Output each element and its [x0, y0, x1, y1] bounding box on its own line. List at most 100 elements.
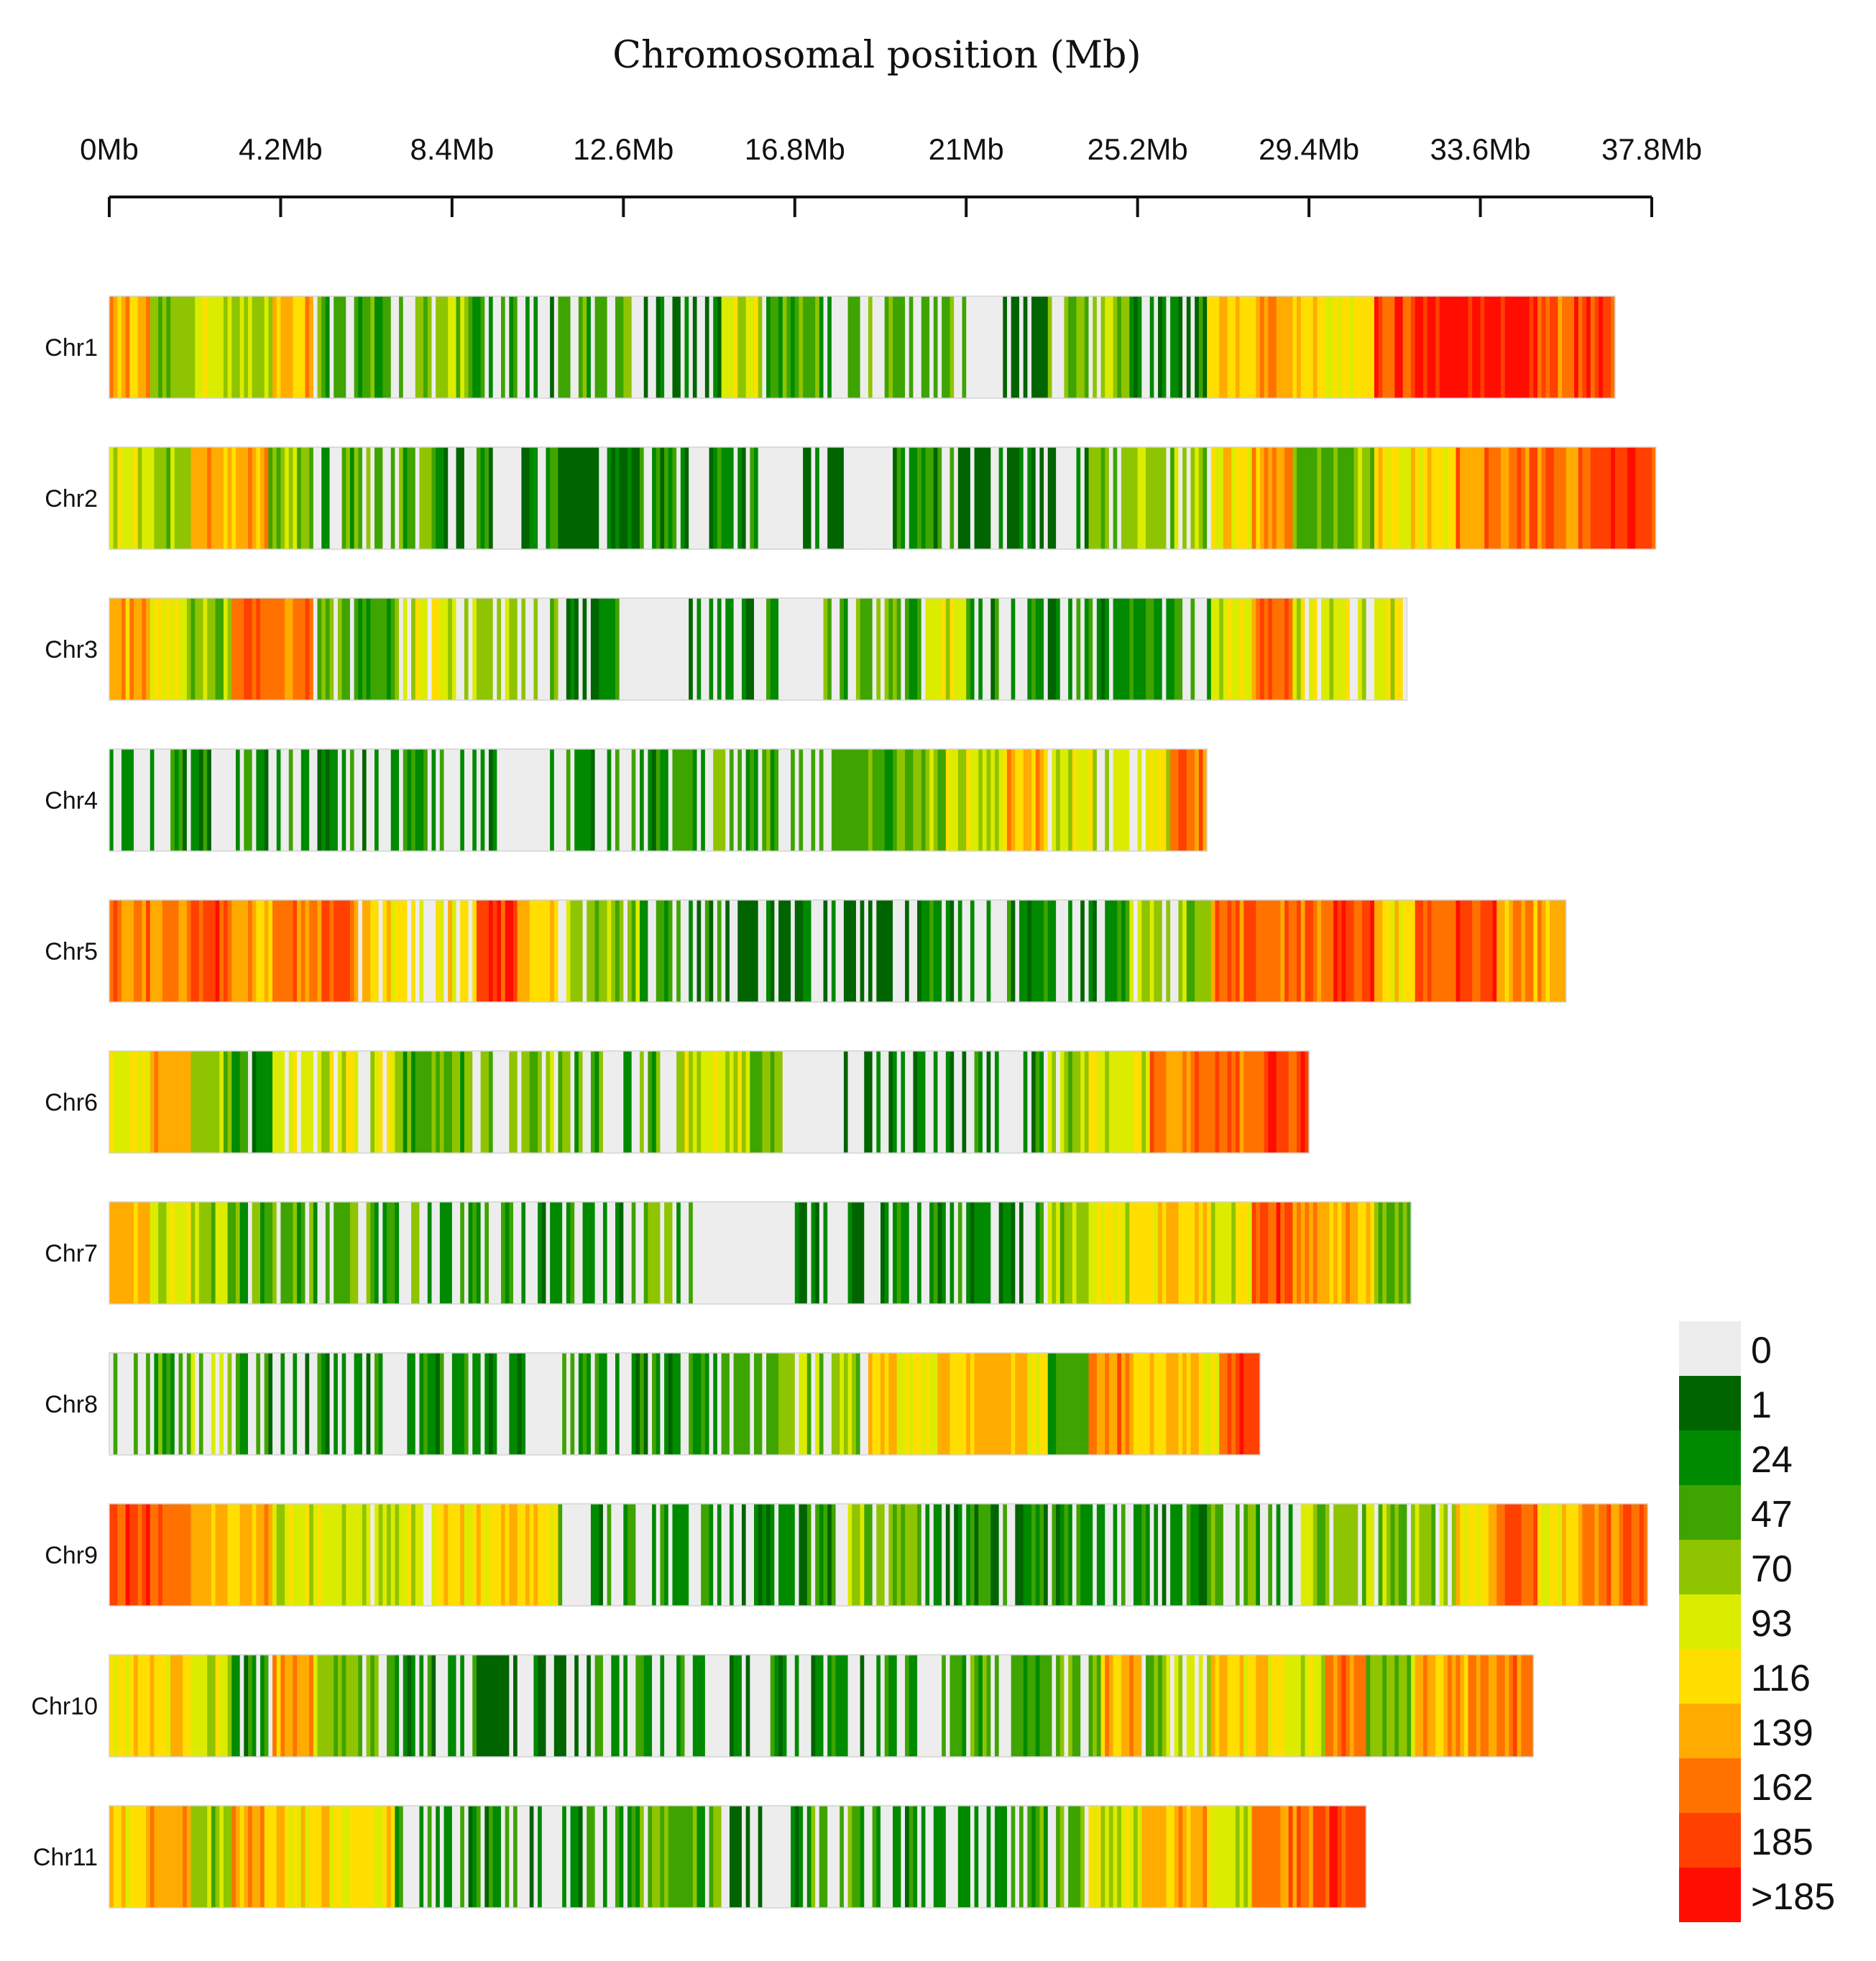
density-bin: [541, 1051, 547, 1153]
density-bin: [431, 1202, 436, 1304]
density-bin: [733, 447, 738, 549]
density-bin: [415, 900, 420, 1002]
density-bin: [1003, 749, 1008, 851]
density-bin: [1292, 1051, 1297, 1153]
density-bin: [415, 1353, 420, 1455]
density-bin: [766, 1202, 771, 1304]
density-bin: [137, 1655, 143, 1757]
density-bin: [1288, 1202, 1294, 1304]
density-bin: [709, 296, 714, 398]
density-bin: [1096, 1202, 1102, 1304]
density-bin: [154, 900, 159, 1002]
density-bin: [403, 447, 408, 549]
density-bin: [872, 1806, 877, 1908]
density-bin: [1039, 447, 1044, 549]
density-bin: [150, 749, 155, 851]
density-bin: [709, 900, 714, 1002]
density-bin: [349, 1655, 355, 1757]
density-bin: [880, 1504, 886, 1606]
density-bin: [978, 598, 983, 700]
density-bin: [770, 1655, 775, 1757]
density-bin: [689, 749, 694, 851]
density-bin: [1297, 296, 1302, 398]
density-bin: [696, 296, 702, 398]
density-bin: [1305, 1202, 1310, 1304]
density-bin: [998, 296, 1003, 398]
density-bin: [692, 1806, 698, 1908]
density-bin: [382, 1202, 387, 1304]
density-bin: [566, 1504, 571, 1606]
chromosome-outline: [109, 748, 1208, 852]
density-bin: [717, 1051, 722, 1153]
density-bin: [994, 598, 1000, 700]
density-bin: [525, 1504, 530, 1606]
density-bin: [1586, 1504, 1591, 1606]
density-bin: [358, 1655, 363, 1757]
density-bin: [1039, 1655, 1044, 1757]
density-bin: [411, 598, 416, 700]
density-bin: [439, 598, 445, 700]
density-bin: [648, 749, 653, 851]
density-bin: [134, 1353, 139, 1455]
density-bin: [917, 1806, 922, 1908]
density-bin: [427, 598, 433, 700]
density-bin: [1488, 1655, 1494, 1757]
density-bin: [619, 1202, 624, 1304]
density-bin: [390, 1806, 396, 1908]
density-bin: [488, 1051, 494, 1153]
density-bin: [664, 296, 669, 398]
density-bin: [387, 598, 392, 700]
density-bin: [619, 1504, 624, 1606]
density-bin: [696, 1353, 702, 1455]
density-bin: [774, 1353, 779, 1455]
density-bin: [505, 1504, 510, 1606]
density-bin: [276, 900, 282, 1002]
density-bin: [721, 1353, 726, 1455]
density-bin: [754, 1353, 759, 1455]
density-bin: [1321, 1202, 1326, 1304]
density-bin: [672, 900, 677, 1002]
density-bin: [370, 1806, 375, 1908]
legend-swatch: [1679, 1485, 1741, 1540]
density-bin: [1035, 1353, 1041, 1455]
density-bin: [872, 1051, 877, 1153]
density-bin: [382, 1504, 387, 1606]
density-bin: [264, 1806, 270, 1908]
density-bin: [1647, 447, 1652, 549]
density-bin: [1448, 900, 1453, 1002]
density-bin: [178, 296, 183, 398]
density-bin: [525, 1202, 530, 1304]
density-bin: [966, 749, 971, 851]
density-bin: [799, 900, 804, 1002]
density-bin: [1553, 900, 1559, 1002]
density-bin: [215, 1353, 220, 1455]
density-bin: [211, 1806, 216, 1908]
density-bin: [1325, 447, 1330, 549]
density-bin: [774, 296, 779, 398]
density-bin: [1223, 1655, 1228, 1757]
density-bin: [733, 1655, 738, 1757]
density-bin: [729, 598, 735, 700]
density-bin: [354, 598, 359, 700]
density-bin: [137, 900, 143, 1002]
density-bin: [978, 1806, 983, 1908]
density-bin: [395, 1806, 400, 1908]
density-bin: [770, 447, 775, 549]
density-bin: [215, 447, 220, 549]
density-bin: [786, 749, 791, 851]
density-bin: [497, 1353, 502, 1455]
density-bin: [713, 1504, 718, 1606]
density-bin: [1108, 598, 1114, 700]
density-bin: [186, 1806, 192, 1908]
density-bin: [1333, 1202, 1338, 1304]
density-bin: [1035, 1051, 1041, 1153]
density-bin: [378, 749, 383, 851]
density-bin: [550, 1353, 555, 1455]
density-bin: [713, 900, 718, 1002]
density-bin: [280, 447, 285, 549]
density-bin: [1268, 598, 1273, 700]
density-bin: [1084, 1655, 1090, 1757]
density-bin: [1162, 598, 1167, 700]
density-bin: [219, 749, 224, 851]
density-bin: [1195, 296, 1200, 398]
